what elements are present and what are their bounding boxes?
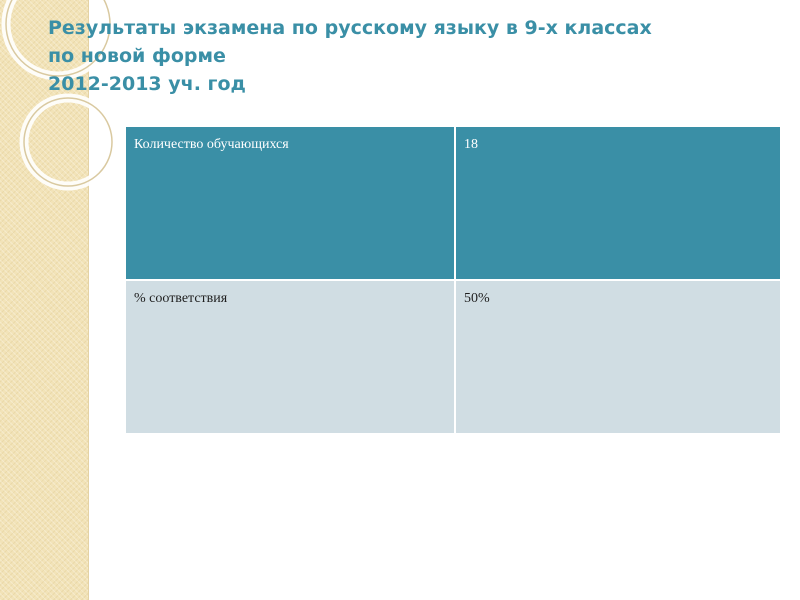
results-table: Количество обучающихся 18 % соответствия… — [124, 125, 782, 435]
title-line-2: по новой форме — [48, 45, 226, 67]
table-cell-value: 18 — [454, 125, 782, 281]
table-cell-value: 50% — [454, 279, 782, 435]
title-line-3: 2012-2013 уч. год — [48, 73, 246, 95]
decorative-rings — [1, 0, 117, 191]
table-row: Количество обучающихся 18 — [124, 125, 782, 281]
title-line-1: Результаты экзамена по русскому языку в … — [48, 17, 652, 39]
table-cell-label: % соответствия — [124, 279, 456, 435]
page-title: Результаты экзамена по русскому языку в … — [48, 14, 768, 98]
table-cell-label: Количество обучающихся — [124, 125, 456, 281]
table-row: % соответствия 50% — [124, 279, 782, 435]
